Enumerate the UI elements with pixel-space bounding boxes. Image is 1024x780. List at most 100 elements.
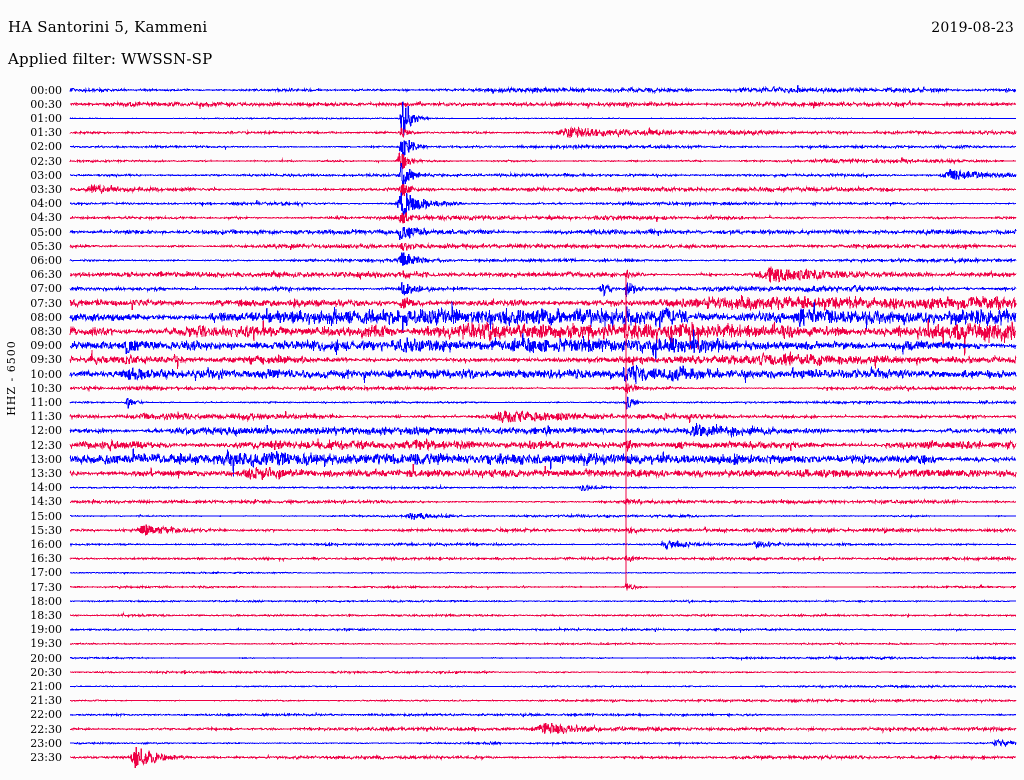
trace-0300 bbox=[69, 163, 1017, 187]
trace-1300 bbox=[69, 448, 1017, 477]
trace-2000 bbox=[69, 654, 1017, 662]
trace-0330 bbox=[69, 183, 1017, 198]
time-tick-1630: 16:30 bbox=[30, 552, 62, 566]
time-tick-0400: 04:00 bbox=[30, 197, 62, 211]
date-label: 2019-08-23 bbox=[931, 20, 1014, 36]
trace-0400 bbox=[69, 192, 1017, 216]
trace-0900 bbox=[69, 329, 1017, 363]
time-tick-1030: 10:30 bbox=[30, 381, 62, 395]
time-tick-1530: 15:30 bbox=[30, 523, 62, 537]
time-tick-1830: 18:30 bbox=[30, 608, 62, 622]
time-tick-0200: 02:00 bbox=[30, 140, 62, 154]
time-tick-2030: 20:30 bbox=[30, 665, 62, 679]
trace-0200 bbox=[69, 140, 1017, 157]
trace-1030 bbox=[69, 383, 1017, 394]
time-tick-1000: 10:00 bbox=[30, 367, 62, 381]
time-tick-1230: 12:30 bbox=[30, 438, 62, 452]
seismogram-plot: 00:00 00:30 01:00 01:30 02:00 02:30 03:00 03:30… bbox=[0, 80, 1024, 780]
trace-1430 bbox=[69, 498, 1017, 506]
trace-canvas bbox=[0, 80, 1024, 780]
trace-0430 bbox=[69, 211, 1017, 224]
time-tick-0500: 05:00 bbox=[30, 225, 62, 239]
trace-0700 bbox=[69, 282, 1017, 298]
time-tick-0530: 05:30 bbox=[30, 239, 62, 253]
trace-0830 bbox=[69, 318, 1017, 356]
trace-1200 bbox=[69, 423, 1017, 438]
time-tick-0130: 01:30 bbox=[30, 126, 62, 140]
time-tick-2330: 23:30 bbox=[30, 750, 62, 764]
trace-1530 bbox=[69, 524, 1017, 536]
page-title: HA Santorini 5, Kammeni bbox=[8, 18, 208, 36]
trace-1800 bbox=[69, 598, 1017, 605]
time-tick-1730: 17:30 bbox=[30, 580, 62, 594]
trace-2230 bbox=[69, 722, 1017, 734]
trace-2030 bbox=[69, 669, 1017, 676]
trace-0100 bbox=[69, 101, 1017, 136]
trace-0530 bbox=[69, 242, 1017, 252]
trace-0000 bbox=[69, 84, 1017, 95]
trace-0600 bbox=[69, 252, 1017, 266]
time-tick-0100: 01:00 bbox=[30, 111, 62, 125]
time-tick-1430: 14:30 bbox=[30, 495, 62, 509]
trace-1100 bbox=[69, 396, 1017, 411]
time-tick-0230: 02:30 bbox=[30, 154, 62, 168]
time-tick-0330: 03:30 bbox=[30, 182, 62, 196]
time-tick-1700: 17:00 bbox=[30, 566, 62, 580]
time-tick-1400: 14:00 bbox=[30, 481, 62, 495]
trace-1330 bbox=[69, 463, 1017, 481]
trace-0030 bbox=[69, 100, 1017, 109]
time-tick-0600: 06:00 bbox=[30, 253, 62, 267]
time-tick-0830: 08:30 bbox=[30, 324, 62, 338]
time-tick-0000: 00:00 bbox=[30, 83, 62, 97]
trace-1630 bbox=[69, 554, 1017, 563]
time-tick-1330: 13:30 bbox=[30, 466, 62, 480]
trace-0800 bbox=[69, 301, 1017, 333]
time-tick-2000: 20:00 bbox=[30, 651, 62, 665]
time-tick-0930: 09:30 bbox=[30, 353, 62, 367]
trace-0630 bbox=[69, 266, 1017, 283]
time-tick-2100: 21:00 bbox=[30, 679, 62, 693]
time-tick-0900: 09:00 bbox=[30, 339, 62, 353]
trace-0500 bbox=[69, 226, 1017, 241]
trace-2300 bbox=[69, 739, 1017, 748]
seismogram-traces bbox=[69, 84, 1017, 768]
time-tick-0730: 07:30 bbox=[30, 296, 62, 310]
trace-1900 bbox=[69, 626, 1017, 634]
trace-0930 bbox=[69, 350, 1017, 369]
trace-1930 bbox=[69, 641, 1017, 646]
trace-1730 bbox=[69, 583, 1017, 591]
time-tick-0630: 06:30 bbox=[30, 268, 62, 282]
time-tick-1100: 11:00 bbox=[30, 395, 62, 409]
trace-1600 bbox=[69, 540, 1017, 550]
time-tick-2230: 22:30 bbox=[30, 722, 62, 736]
time-tick-0030: 00:30 bbox=[30, 97, 62, 111]
trace-1500 bbox=[69, 512, 1017, 520]
trace-1230 bbox=[69, 438, 1017, 452]
trace-0230 bbox=[69, 152, 1017, 170]
time-tick-1800: 18:00 bbox=[30, 594, 62, 608]
trace-1400 bbox=[69, 483, 1017, 492]
time-tick-0700: 07:00 bbox=[30, 282, 62, 296]
time-tick-2300: 23:00 bbox=[30, 736, 62, 750]
header: HA Santorini 5, Kammeni 2019-08-23 Appli… bbox=[0, 0, 1024, 80]
trace-1700 bbox=[69, 570, 1017, 576]
time-tick-0800: 08:00 bbox=[30, 310, 62, 324]
trace-1830 bbox=[69, 611, 1017, 619]
trace-2200 bbox=[69, 711, 1017, 718]
trace-2130 bbox=[69, 697, 1017, 704]
trace-2330 bbox=[69, 746, 1017, 768]
time-tick-0430: 04:30 bbox=[30, 211, 62, 225]
time-tick-1930: 19:30 bbox=[30, 637, 62, 651]
trace-1000 bbox=[69, 364, 1017, 384]
trace-2100 bbox=[69, 684, 1017, 690]
time-tick-1900: 19:00 bbox=[30, 623, 62, 637]
time-axis-ticks: 00:00 00:30 01:00 01:30 02:00 02:30 03:00 03:30… bbox=[0, 80, 70, 780]
trace-1130 bbox=[69, 410, 1017, 424]
time-tick-1600: 16:00 bbox=[30, 537, 62, 551]
time-tick-1130: 11:30 bbox=[30, 410, 62, 424]
time-tick-2200: 22:00 bbox=[30, 708, 62, 722]
time-tick-1500: 15:00 bbox=[30, 509, 62, 523]
time-tick-1200: 12:00 bbox=[30, 424, 62, 438]
time-tick-1300: 13:00 bbox=[30, 452, 62, 466]
